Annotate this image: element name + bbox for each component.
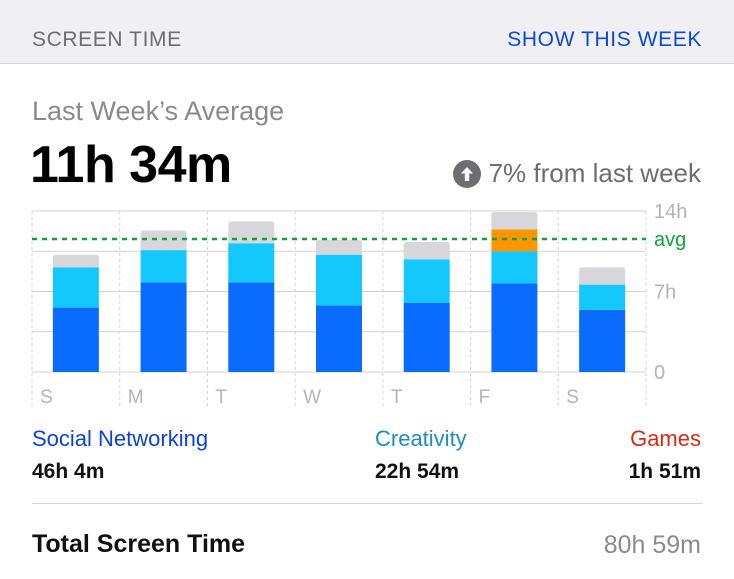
- total-label: Total Screen Time: [32, 530, 246, 558]
- legend-value: 46h 4m: [32, 460, 105, 483]
- legend-social-networking: Social Networking 46h 4m: [32, 426, 208, 484]
- section-header: SCREEN TIME SHOW THIS WEEK: [0, 0, 734, 64]
- average-value: 11h 34m: [30, 136, 232, 194]
- x-tick-label: F: [479, 387, 491, 408]
- divider: [32, 503, 702, 504]
- bar-other: [579, 267, 626, 285]
- y-tick-label: 0: [654, 362, 665, 384]
- daily-usage-chart: S M T W T F S 14h 7h 0 avg: [31, 201, 687, 408]
- section-title: SCREEN TIME: [32, 28, 182, 51]
- average-label: avg: [654, 229, 686, 251]
- weekly-change: 7% from last week: [452, 158, 701, 189]
- bar-social: [316, 305, 362, 372]
- x-tick-label: S: [566, 387, 579, 408]
- bar-other: [52, 254, 99, 268]
- bar-social: [140, 282, 187, 372]
- y-tick-label: 7h: [654, 282, 676, 304]
- bar-other: [316, 239, 362, 255]
- bar-creativity: [316, 254, 362, 306]
- legend-name: Games: [630, 426, 701, 451]
- legend-name: Creativity: [375, 426, 467, 451]
- x-tick-label: W: [303, 387, 321, 408]
- bar-social: [491, 283, 538, 372]
- legend-creativity: Creativity 22h 54m: [375, 426, 467, 484]
- legend-value: 22h 54m: [375, 460, 460, 483]
- weekly-change-text: 7% from last week: [488, 158, 701, 188]
- x-tick-label: S: [40, 387, 53, 408]
- bar-other: [491, 212, 538, 230]
- bar-social: [52, 307, 99, 372]
- bar-games: [491, 229, 538, 252]
- total-value: 80h 59m: [603, 531, 701, 559]
- bar-creativity: [140, 250, 187, 283]
- bar-social: [228, 282, 275, 372]
- bar-creativity: [491, 251, 538, 284]
- average-label: Last Week’s Average: [32, 96, 285, 126]
- bar-other: [403, 242, 450, 260]
- legend-name: Social Networking: [32, 426, 209, 451]
- legend-games: Games 1h 51m: [629, 426, 701, 484]
- bar-other: [140, 230, 187, 251]
- bar-social: [403, 303, 450, 372]
- bar-creativity: [52, 267, 99, 308]
- bar-creativity: [403, 259, 450, 303]
- bar-social: [579, 309, 626, 372]
- arrow-up-circle-icon: [452, 159, 481, 188]
- x-tick-label: T: [391, 387, 403, 408]
- bar-creativity: [579, 284, 626, 310]
- bar-creativity: [228, 243, 275, 283]
- x-tick-label: M: [128, 387, 144, 408]
- show-this-week-button[interactable]: SHOW THIS WEEK: [507, 28, 702, 51]
- x-tick-label: T: [215, 387, 227, 408]
- legend-value: 1h 51m: [628, 460, 701, 483]
- y-tick-label: 14h: [654, 201, 687, 223]
